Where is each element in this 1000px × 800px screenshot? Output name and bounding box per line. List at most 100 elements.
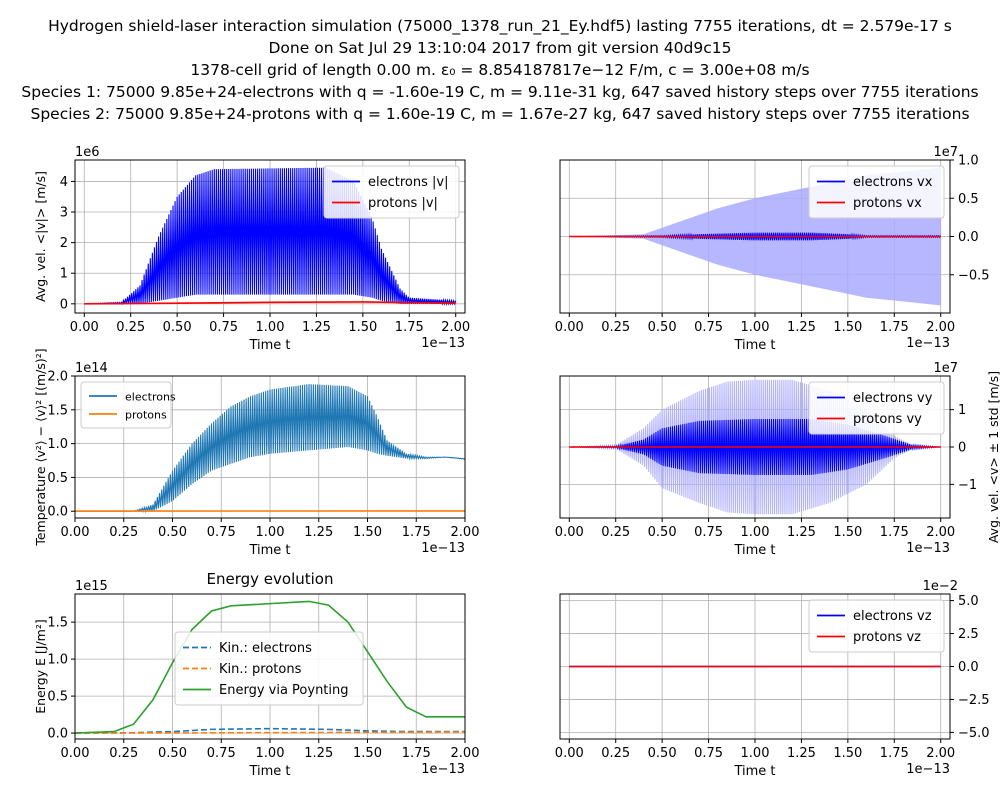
xtick-label-speed-6: 1.50: [348, 320, 377, 335]
xtick-label-temperature-6: 1.50: [353, 525, 382, 540]
xtick-label-energy-0: 0.00: [61, 746, 90, 761]
plot-area-speed: [84, 167, 457, 306]
legend-label-energy-1: Kin.: protons: [219, 662, 302, 677]
xtick-label-vz-1: 0.25: [601, 746, 630, 761]
legend-label-speed-0: electrons |v|: [368, 175, 448, 190]
xtick-label-vx-6: 1.50: [833, 320, 862, 335]
xtick-label-vx-1: 0.25: [601, 320, 630, 335]
xlabel-vx: Time t: [733, 338, 775, 353]
legend-label-speed-1: protons |v|: [368, 196, 438, 211]
xlabel-temperature: Time t: [248, 543, 290, 558]
ytick-label-energy-2: 1.0: [47, 653, 68, 668]
xtick-label-temperature-7: 1.75: [402, 525, 431, 540]
chart-vz: 0.00 0.25 0.50 0.75 1.00 1.25 1.50 1.75 2.00−5.0…: [555, 579, 990, 779]
legend-box-vx: [808, 165, 945, 219]
ylabel-energy: Energy E [J/m²]: [33, 619, 48, 713]
series-speed-0: [84, 167, 457, 306]
ytick-label-vz-3: 2.5: [958, 627, 979, 642]
figure-title-line-4: Species 1: 75000 9.85e+24-electrons with…: [21, 83, 979, 101]
xtick-label-speed-0: 0.00: [70, 320, 99, 335]
legend-label-vz-1: protons vz: [853, 630, 921, 645]
y-offset-vx: 1e7: [933, 145, 958, 160]
ytick-label-vx-3: 1.0: [958, 154, 979, 169]
xtick-label-vy-6: 1.50: [833, 525, 862, 540]
xtick-label-vz-6: 1.50: [833, 746, 862, 761]
ytick-label-temperature-0: 0.0: [47, 505, 68, 520]
figure-title-line-2: Done on Sat Jul 29 13:10:04 2017 from gi…: [268, 39, 732, 57]
ylabel-temperature: Temperature ⟨v²⟩ − ⟨v⟩² [(m/s)²]: [33, 348, 48, 546]
title-energy: Energy evolution: [207, 570, 334, 588]
legend-vz: electrons vz protons vz: [808, 599, 945, 653]
y-offset-vz: 1e−2: [923, 579, 958, 594]
xtick-label-temperature-1: 0.25: [109, 525, 138, 540]
chart-temperature: 0.00 0.25 0.50 0.75 1.00 1.25 1.50 1.75 2.00 0.0 0…: [33, 348, 479, 558]
ytick-label-vz-0: −5.0: [958, 726, 990, 741]
plot-area-energy: [75, 600, 465, 734]
xtick-label-speed-1: 0.25: [116, 320, 145, 335]
xtick-label-vx-4: 1.00: [741, 320, 770, 335]
ytick-label-vy-2: 1: [958, 403, 966, 418]
x-offset-temperature: 1e−13: [421, 541, 465, 556]
xlabel-vy: Time t: [733, 543, 775, 558]
plot-area-temperature: [75, 384, 465, 514]
chart-vx: 0.00 0.25 0.50 0.75 1.00 1.25 1.50 1.75 2.00 −0.5…: [555, 145, 990, 353]
legend-temperature: electrons protons: [80, 381, 176, 429]
legend-vx: electrons vx protons vx: [808, 165, 945, 219]
xtick-label-energy-2: 0.50: [158, 746, 187, 761]
ytick-label-vx-2: 0.5: [958, 192, 979, 207]
ylabel-vy: Avg. vel. <v> ± 1 std [m/s]: [986, 371, 1000, 543]
ytick-label-speed-1: 1: [60, 267, 68, 282]
ytick-label-vz-1: −2.5: [958, 693, 990, 708]
xtick-label-speed-2: 0.50: [163, 320, 192, 335]
legend-label-energy-0: Kin.: electrons: [219, 641, 312, 656]
xtick-label-vy-7: 1.75: [880, 525, 909, 540]
legend-energy: Kin.: electrons Kin.: protons Energy via P…: [174, 631, 364, 706]
xtick-label-energy-1: 0.25: [109, 746, 138, 761]
x-offset-vz: 1e−13: [906, 762, 950, 777]
ytick-label-speed-2: 2: [60, 236, 68, 251]
xtick-label-vy-2: 0.50: [648, 525, 677, 540]
xtick-label-vz-8: 2.00: [926, 746, 955, 761]
xtick-label-energy-8: 2.00: [451, 746, 480, 761]
xtick-label-energy-3: 0.75: [207, 746, 236, 761]
series-energy-0: [75, 727, 465, 734]
xtick-label-vy-5: 1.25: [787, 525, 816, 540]
xtick-label-vy-4: 1.00: [741, 525, 770, 540]
chart-vy: 0.00 0.25 0.50 0.75 1.00 1.25 1.50 1.75 2.00 −1 0 1…: [555, 361, 1000, 558]
legend-label-temperature-0: electrons: [125, 391, 176, 404]
xtick-label-energy-7: 1.75: [402, 746, 431, 761]
series-speed-1: [84, 301, 456, 305]
xtick-label-energy-6: 1.50: [353, 746, 382, 761]
xtick-label-speed-7: 1.75: [395, 320, 424, 335]
xtick-label-temperature-4: 1.00: [256, 525, 285, 540]
xtick-label-vx-8: 2.00: [926, 320, 955, 335]
legend-label-vy-1: protons vy: [853, 412, 922, 427]
xtick-label-vx-5: 1.25: [787, 320, 816, 335]
ytick-label-vy-1: 0: [958, 441, 966, 456]
xtick-label-temperature-5: 1.25: [304, 525, 333, 540]
xtick-label-temperature-8: 2.00: [451, 525, 480, 540]
x-offset-energy: 1e−13: [421, 762, 465, 777]
x-offset-vy: 1e−13: [906, 541, 950, 556]
xtick-label-vz-2: 0.50: [648, 746, 677, 761]
x-offset-speed: 1e−13: [421, 336, 465, 351]
ytick-label-energy-3: 1.5: [47, 616, 68, 631]
xtick-label-temperature-2: 0.50: [158, 525, 187, 540]
figure-title-line-1: Hydrogen shield-laser interaction simula…: [48, 17, 952, 35]
ytick-label-temperature-2: 1.0: [47, 437, 68, 452]
xtick-label-speed-3: 0.75: [209, 320, 238, 335]
xtick-label-energy-4: 1.00: [256, 746, 285, 761]
legend-label-energy-2: Energy via Poynting: [219, 683, 349, 698]
xtick-label-temperature-0: 0.00: [61, 525, 90, 540]
xtick-label-vz-4: 1.00: [741, 746, 770, 761]
figure-header: Hydrogen shield-laser interaction simula…: [0, 15, 1000, 125]
y-offset-speed: 1e6: [75, 145, 100, 160]
legend-box-energy: [174, 631, 364, 706]
xlabel-energy: Time t: [248, 764, 290, 779]
xtick-label-vx-0: 0.00: [555, 320, 584, 335]
legend-box-speed: [323, 165, 460, 219]
ytick-label-vy-0: −1: [958, 478, 977, 493]
legend-box-vz: [808, 599, 945, 653]
ytick-label-vz-4: 5.0: [958, 594, 979, 609]
